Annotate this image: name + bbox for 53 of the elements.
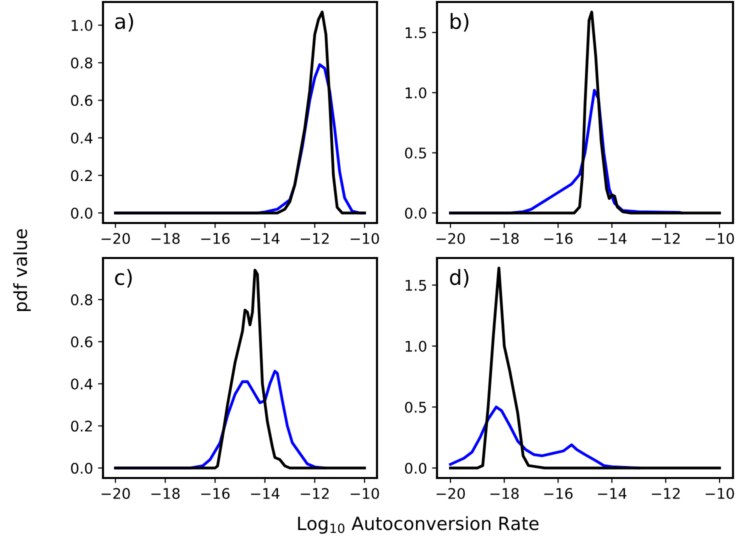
x-tick-label: −16 <box>544 488 573 500</box>
line-series <box>114 268 366 470</box>
y-tick-label: 1.0 <box>72 20 92 31</box>
annotation: a) <box>115 13 134 32</box>
x-tick-label: −12 <box>652 232 680 244</box>
y-axis-title: pdf value <box>13 229 31 312</box>
x-tick-label: −14 <box>251 488 280 499</box>
x-tick-label: −16 <box>201 488 230 500</box>
x-tick-label: −10 <box>350 488 379 500</box>
x-tick-label: −14 <box>251 233 280 244</box>
y-tick-label: 0.4 <box>71 132 92 144</box>
x-tick-label: −20 <box>102 232 130 244</box>
y-tick-label: 0.6 <box>71 95 92 106</box>
y-tick-label: 0.4 <box>71 378 92 390</box>
x-axis-title: Log$_{10}$ Autoconversion Rate <box>298 516 538 534</box>
x-tick-label: −14 <box>598 233 626 244</box>
annotation: c) <box>115 269 132 288</box>
y-tick-label: 0.2 <box>71 170 92 182</box>
x-tick-label: −12 <box>300 232 329 244</box>
y-tick-label: 0.0 <box>405 462 426 474</box>
y-tick-label: 0.8 <box>71 294 92 306</box>
x-tick-label: −16 <box>201 232 230 244</box>
y-tick-label: 1.5 <box>406 280 426 291</box>
y-tick-label: 0.5 <box>405 148 426 159</box>
x-tick-label: −14 <box>598 488 626 499</box>
y-tick-label: 1.5 <box>406 27 426 38</box>
y-tick-label: 0.2 <box>71 420 92 432</box>
x-tick-label: −18 <box>490 488 519 500</box>
x-tick-label: −12 <box>652 488 680 499</box>
y-tick-label: 0.0 <box>405 208 426 219</box>
y-tick-label: 0.6 <box>71 336 92 348</box>
y-tick-label: 0.8 <box>71 57 92 68</box>
line-series <box>449 266 721 470</box>
x-tick-label: −18 <box>151 488 180 500</box>
y-tick-label: 0.5 <box>405 402 426 413</box>
x-tick-label: −18 <box>490 232 519 244</box>
x-tick-label: −10 <box>706 232 734 244</box>
line-series <box>449 10 721 214</box>
x-tick-label: −20 <box>436 232 465 244</box>
y-tick-label: 1.0 <box>406 87 426 98</box>
x-tick-label: −10 <box>706 488 734 500</box>
y-tick-label: 0.0 <box>71 462 92 474</box>
y-tick-label: 0.0 <box>71 208 92 219</box>
x-tick-label: −20 <box>102 488 130 500</box>
x-tick-label: −18 <box>151 232 180 244</box>
y-tick-label: 1.0 <box>406 340 426 352</box>
annotation: d) <box>450 269 468 288</box>
x-tick-label: −20 <box>436 488 465 500</box>
x-tick-label: −12 <box>300 488 329 499</box>
x-tick-label: −16 <box>544 232 573 244</box>
x-tick-label: −10 <box>350 232 379 244</box>
line-series <box>114 10 366 214</box>
annotation: b) <box>450 13 468 32</box>
